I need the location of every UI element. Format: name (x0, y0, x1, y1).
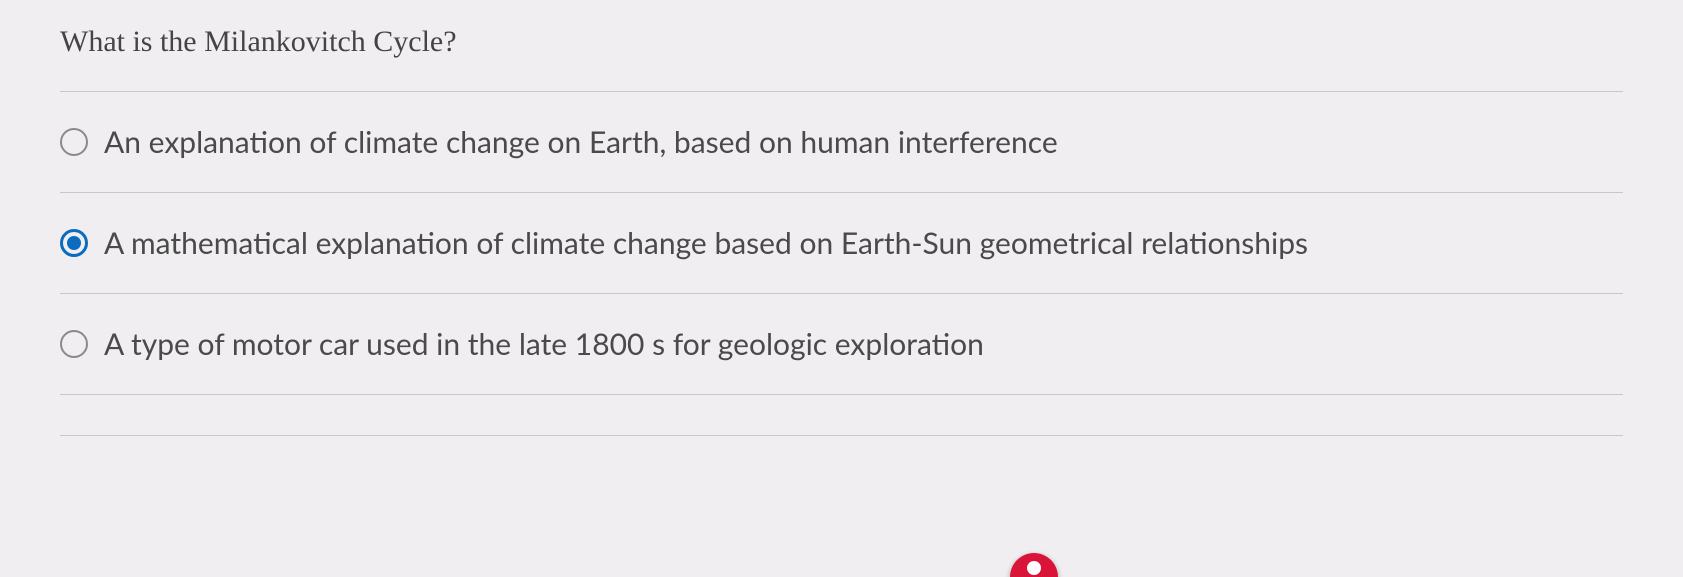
option-row-0[interactable]: An explanation of climate change on Eart… (60, 92, 1623, 193)
radio-button-2[interactable] (60, 330, 88, 358)
option-label-0: An explanation of climate change on Eart… (104, 124, 1058, 160)
fab-icon (1027, 561, 1041, 575)
radio-inner-icon (67, 236, 81, 250)
floating-action-button[interactable] (1010, 553, 1058, 577)
radio-button-0[interactable] (60, 128, 88, 156)
option-row-2[interactable]: A type of motor car used in the late 180… (60, 294, 1623, 395)
question-prompt: What is the Milankovitch Cycle? (60, 25, 1623, 59)
option-row-1[interactable]: A mathematical explanation of climate ch… (60, 193, 1623, 294)
divider-line (60, 435, 1623, 436)
options-container: An explanation of climate change on Eart… (60, 91, 1623, 436)
question-block: What is the Milankovitch Cycle? An expla… (0, 0, 1683, 436)
radio-button-1[interactable] (60, 229, 88, 257)
option-label-2: A type of motor car used in the late 180… (104, 326, 984, 362)
option-label-1: A mathematical explanation of climate ch… (104, 225, 1308, 261)
